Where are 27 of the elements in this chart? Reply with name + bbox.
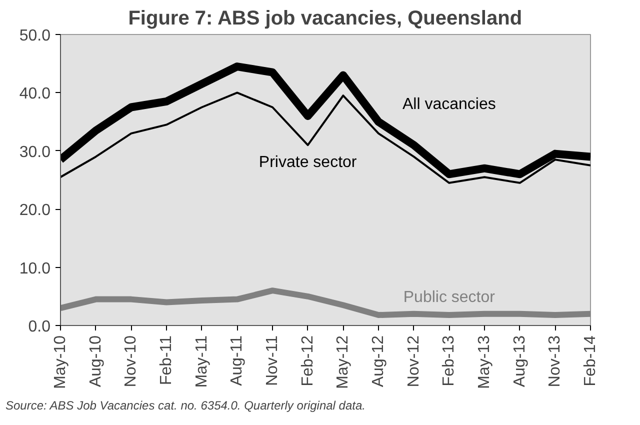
x-tick-label: Nov-11	[264, 335, 281, 386]
y-tick-label: 40.0	[19, 86, 51, 103]
y-tick-label: 10.0	[19, 260, 51, 278]
chart-title: Figure 7: ABS job vacancies, Queensland	[128, 8, 522, 30]
x-tick-label: Aug-13	[511, 335, 528, 388]
source-note: Source: ABS Job Vacancies cat. no. 6354.0. Quarterly original data.	[6, 398, 366, 412]
x-tick-label: Aug-11	[228, 335, 246, 386]
x-tick-label: Aug-10	[87, 335, 104, 388]
x-tick-label: May-10	[52, 335, 69, 389]
x-tick-label: May-12	[334, 335, 352, 389]
series-label: All vacancies	[402, 96, 496, 113]
x-tick-label: May-13	[476, 335, 493, 389]
y-tick-label: 20.0	[19, 202, 51, 220]
series-label: Public sector	[403, 289, 496, 306]
x-tick-label: Nov-12	[405, 335, 422, 388]
y-tick-label: 0.0	[28, 318, 51, 336]
y-tick-label: 50.0	[19, 28, 51, 44]
x-tick-label: Feb-14	[582, 335, 599, 386]
x-tick-label: Nov-10	[122, 335, 140, 388]
series-label: Private sector	[258, 154, 358, 172]
x-tick-label: Feb-13	[440, 335, 458, 386]
x-tick-label: Nov-13	[546, 335, 564, 388]
x-tick-label: Feb-12	[299, 335, 316, 386]
x-tick-label: Aug-12	[370, 335, 387, 388]
y-tick-label: 30.0	[19, 144, 51, 161]
x-tick-label: May-11	[193, 335, 210, 388]
x-tick-label: Feb-11	[158, 335, 175, 386]
